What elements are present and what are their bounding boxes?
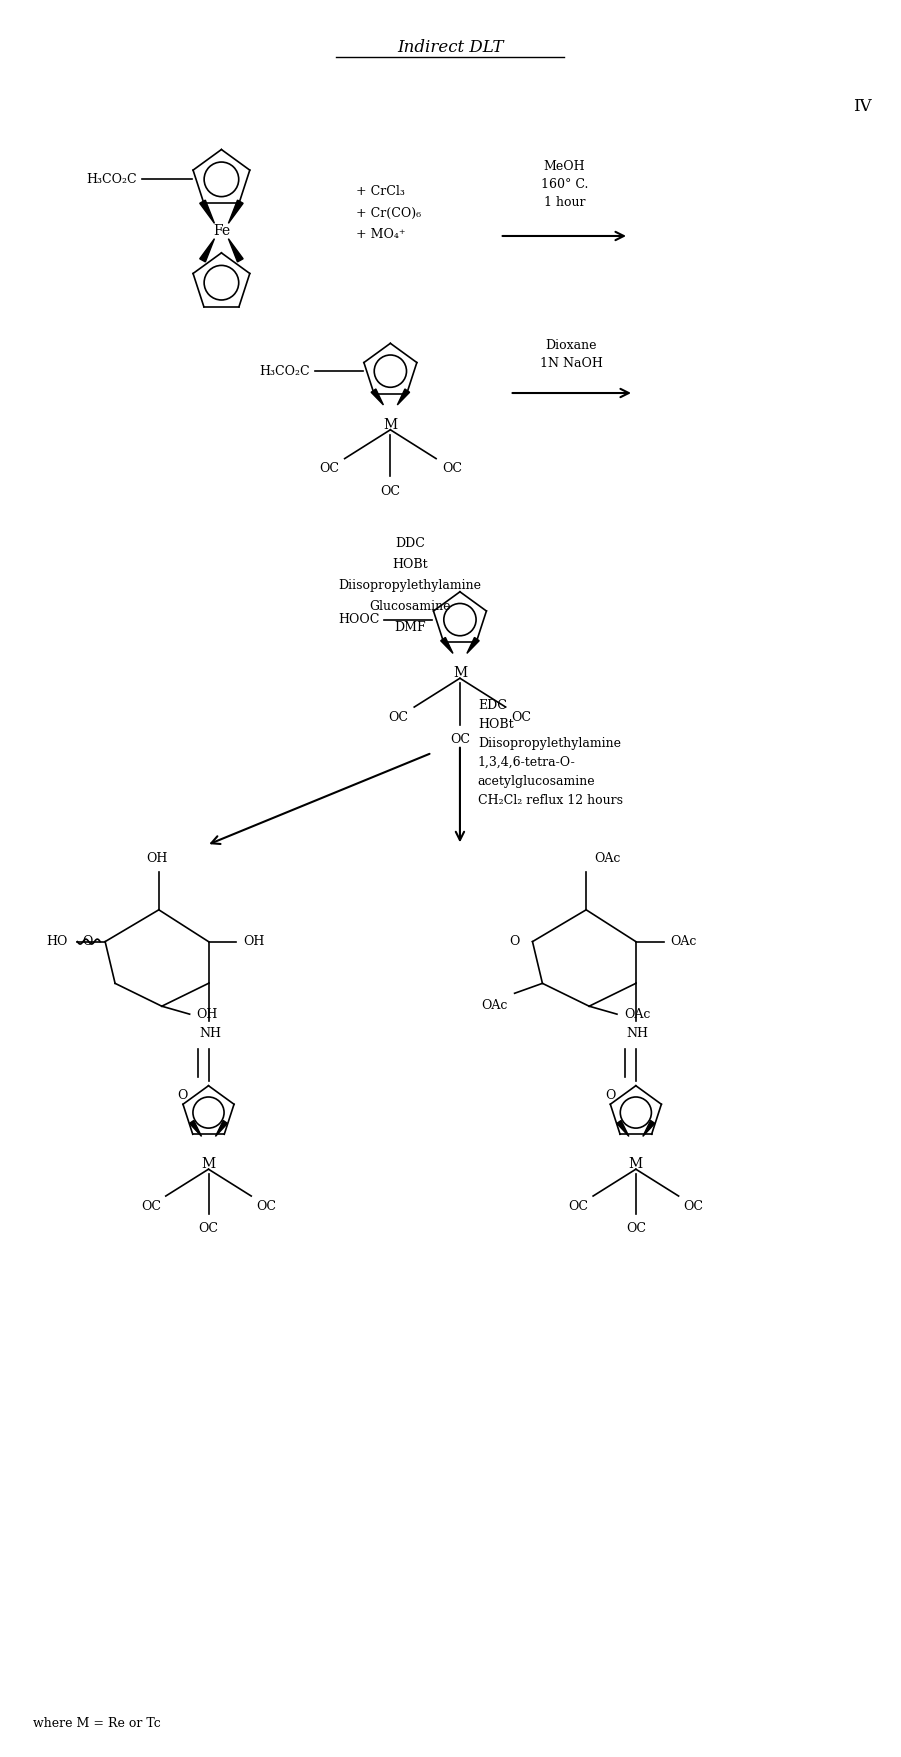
- Text: OC: OC: [388, 710, 408, 724]
- Polygon shape: [371, 388, 384, 404]
- Polygon shape: [467, 638, 479, 654]
- Text: M: M: [453, 666, 467, 680]
- Polygon shape: [200, 200, 214, 223]
- Text: DDC
HOBt
Diisopropylethylamine
Glucosamine
DMF: DDC HOBt Diisopropylethylamine Glucosami…: [339, 538, 482, 634]
- Text: M: M: [383, 418, 397, 432]
- Text: Indirect DLT: Indirect DLT: [396, 39, 504, 56]
- Text: OAc: OAc: [481, 998, 507, 1012]
- Text: O: O: [82, 935, 93, 949]
- Text: OC: OC: [512, 710, 532, 724]
- Text: IV: IV: [853, 98, 872, 116]
- Text: OH: OH: [146, 852, 168, 864]
- Text: OH: OH: [196, 1009, 218, 1021]
- Text: Fe: Fe: [213, 223, 230, 237]
- Polygon shape: [200, 239, 214, 262]
- Text: OC: OC: [256, 1200, 276, 1214]
- Polygon shape: [189, 1121, 202, 1137]
- Text: + CrCl₃
+ Cr(CO)₆
+ MO₄⁺: + CrCl₃ + Cr(CO)₆ + MO₄⁺: [356, 184, 421, 241]
- Text: OC: OC: [450, 733, 470, 747]
- Polygon shape: [397, 388, 410, 404]
- Text: OH: OH: [243, 935, 265, 949]
- Polygon shape: [642, 1121, 655, 1137]
- Text: H₃CO₂C: H₃CO₂C: [259, 365, 310, 378]
- Text: OC: OC: [442, 462, 462, 474]
- Text: H₃CO₂C: H₃CO₂C: [86, 172, 137, 186]
- Text: OC: OC: [569, 1200, 588, 1214]
- Text: NH: NH: [199, 1026, 222, 1040]
- Text: OC: OC: [684, 1200, 704, 1214]
- Text: OC: OC: [141, 1200, 161, 1214]
- Text: O: O: [605, 1089, 615, 1102]
- Text: O: O: [509, 935, 520, 949]
- Text: OAc: OAc: [670, 935, 697, 949]
- Text: EDC
HOBt
Diisopropylethylamine
1,3,4,6-tetra-O-
acetylglucosamine
CH₂Cl₂ reflux : EDC HOBt Diisopropylethylamine 1,3,4,6-t…: [478, 699, 623, 806]
- Text: OC: OC: [198, 1223, 219, 1235]
- Text: NH: NH: [627, 1026, 649, 1040]
- Text: OC: OC: [319, 462, 339, 474]
- Polygon shape: [617, 1121, 629, 1137]
- Text: OC: OC: [380, 485, 400, 497]
- Polygon shape: [441, 638, 453, 654]
- Text: M: M: [629, 1158, 643, 1172]
- Text: where M = Re or Tc: where M = Re or Tc: [32, 1717, 160, 1731]
- Text: HO: HO: [46, 935, 68, 949]
- Polygon shape: [228, 239, 243, 262]
- Text: M: M: [202, 1158, 215, 1172]
- Polygon shape: [228, 200, 243, 223]
- Text: O: O: [177, 1089, 187, 1102]
- Text: Dioxane
1N NaOH: Dioxane 1N NaOH: [540, 339, 603, 371]
- Text: HOOC: HOOC: [338, 613, 379, 625]
- Text: MeOH
160° C.
1 hour: MeOH 160° C. 1 hour: [541, 160, 588, 209]
- Text: OC: OC: [626, 1223, 646, 1235]
- Text: OAc: OAc: [623, 1009, 651, 1021]
- Polygon shape: [215, 1121, 228, 1137]
- Text: OAc: OAc: [594, 852, 621, 864]
